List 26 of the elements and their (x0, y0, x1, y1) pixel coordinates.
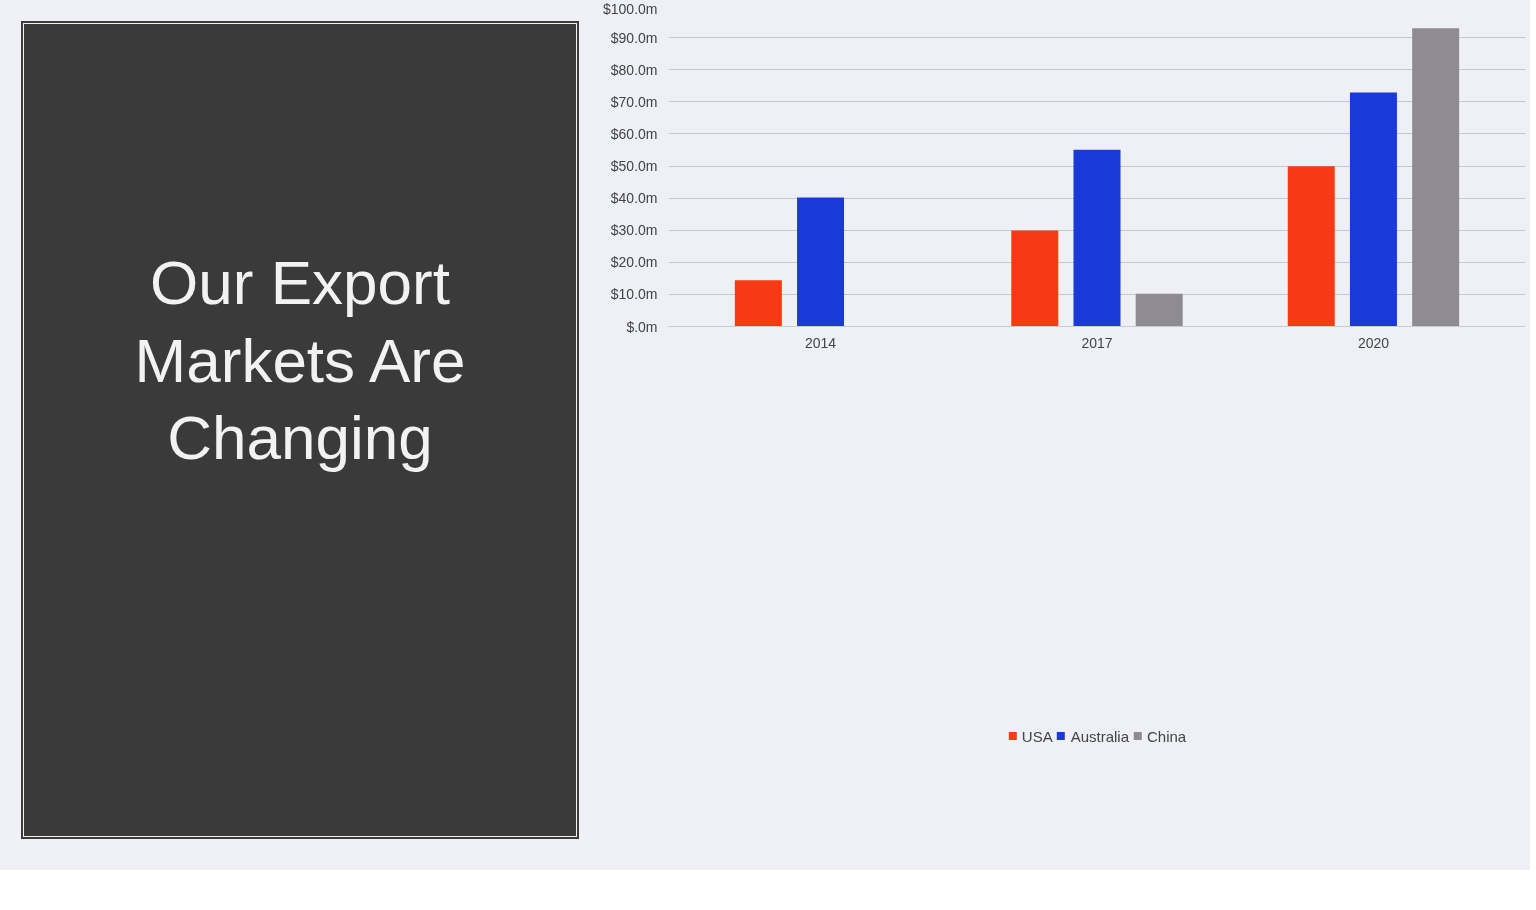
y-tick-label: $90.0m (610, 29, 658, 46)
y-tick-label: $40.0m (610, 190, 658, 207)
y-tick-label: $20.0m (610, 254, 658, 271)
x-tick-label: 2017 (1081, 334, 1113, 351)
y-tick-label: $100.0m (603, 0, 658, 17)
text: Our Export Markets Are Changing (133, 247, 467, 474)
legend-label: Australia (1070, 727, 1129, 745)
y-tick-label: $10.0m (610, 286, 658, 303)
y-tick-label: $.0m (626, 318, 658, 335)
bar (1412, 28, 1460, 327)
y-tick-label: $30.0m (610, 222, 658, 239)
y-tick-label: $80.0m (610, 61, 658, 78)
bar (1287, 166, 1335, 327)
bar (1349, 92, 1397, 327)
x-tick-label: 2014 (804, 334, 837, 351)
bar (1135, 293, 1183, 327)
y-tick-label: $60.0m (610, 125, 658, 142)
bar (797, 197, 845, 327)
y-tick-label: $50.0m (610, 158, 658, 174)
bar (1011, 230, 1059, 327)
legend-label: China (1147, 727, 1187, 745)
bar (734, 280, 782, 327)
bar (1073, 149, 1121, 327)
x-tick-label: 2020 (1357, 334, 1390, 351)
y-tick-label: $70.0m (610, 93, 658, 110)
legend-label: USA (1021, 727, 1053, 745)
